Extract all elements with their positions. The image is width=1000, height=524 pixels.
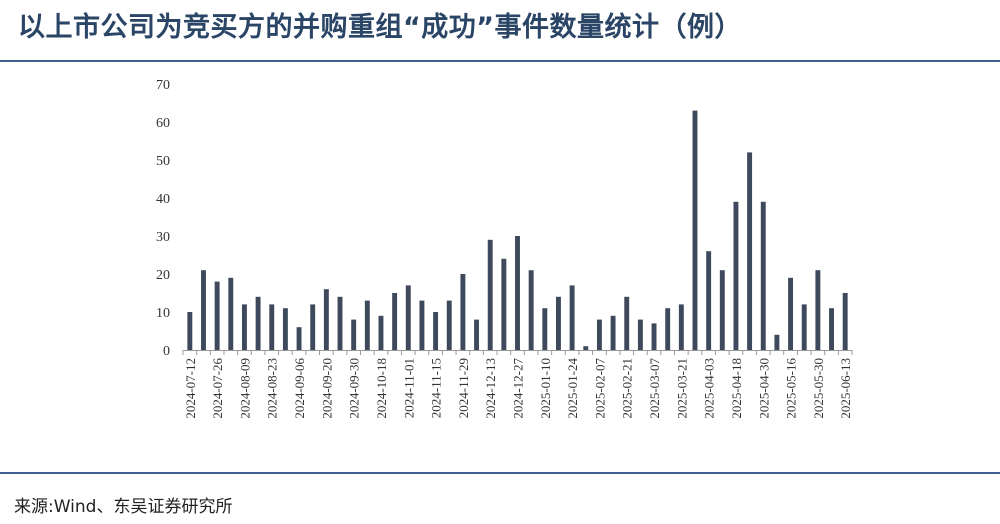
y-tick-label: 50 — [156, 154, 170, 169]
bars — [187, 110, 848, 350]
x-tick-label: 2024-10-18 — [374, 358, 389, 419]
bar — [228, 277, 234, 350]
x-tick-label: 2025-04-03 — [702, 358, 717, 419]
bar — [419, 300, 425, 350]
bar — [310, 304, 316, 350]
bar — [241, 304, 247, 350]
bar — [201, 270, 206, 350]
x-tick-label: 2025-03-07 — [647, 358, 662, 419]
x-tick-label: 2025-06-13 — [838, 358, 853, 419]
bar — [678, 304, 684, 350]
bar — [760, 201, 766, 350]
y-tick-label: 30 — [156, 230, 170, 245]
x-tick-label: 2024-08-09 — [237, 358, 252, 419]
bar — [378, 315, 384, 350]
bar — [801, 304, 807, 350]
bar — [255, 296, 261, 350]
x-tick-label: 2025-01-10 — [538, 358, 553, 419]
bar — [364, 300, 370, 350]
bar — [583, 346, 589, 350]
x-tick-label: 2025-03-21 — [674, 358, 689, 419]
x-tick-label: 2024-07-12 — [183, 358, 198, 419]
bar — [528, 270, 534, 350]
bar — [351, 319, 357, 350]
bar — [829, 308, 834, 350]
x-tick-label: 2024-11-15 — [429, 358, 444, 418]
bar — [433, 312, 439, 350]
x-axis: 2024-07-12 2024-07-26 2024-08-09 2024-08-23… — [182, 350, 853, 419]
x-tick-label: 2025-04-30 — [756, 358, 771, 419]
bar — [569, 285, 575, 350]
y-tick-label: 40 — [156, 192, 170, 207]
bar — [624, 296, 630, 350]
chart-title: 以上市公司为竞买方的并购重组“成功”事件数量统计（例） — [18, 12, 742, 43]
bar — [282, 308, 288, 350]
x-tick-label: 2024-08-23 — [265, 358, 280, 419]
bar — [446, 300, 452, 350]
top-divider — [0, 60, 1000, 62]
bar — [323, 289, 329, 350]
bar — [637, 319, 643, 350]
bar — [269, 304, 275, 350]
x-tick-label: 2025-05-16 — [784, 358, 799, 419]
x-tick-label: 2024-12-13 — [483, 358, 498, 419]
bar — [515, 236, 520, 350]
bar — [296, 327, 302, 350]
x-tick-label: 2025-02-21 — [620, 358, 635, 419]
x-tick-label: 2024-12-27 — [511, 358, 526, 419]
bar — [747, 152, 753, 350]
bar — [815, 270, 821, 350]
y-axis: 0 10 20 30 40 50 60 70 — [156, 78, 170, 359]
bar — [501, 258, 507, 350]
y-tick-label: 60 — [156, 116, 170, 131]
bar — [692, 110, 698, 350]
x-tick-label: 2024-07-26 — [210, 358, 225, 419]
bar — [774, 334, 780, 350]
bar — [405, 285, 411, 350]
bar — [337, 296, 343, 350]
source-note: 来源:Wind、东吴证券研究所 — [14, 497, 233, 517]
x-tick-label: 2024-09-30 — [347, 358, 362, 419]
bar — [842, 293, 848, 350]
x-tick-label: 2024-09-20 — [319, 358, 334, 419]
bar — [596, 319, 602, 350]
bar — [665, 308, 671, 350]
x-tick-label: 2024-11-01 — [401, 358, 416, 418]
bar — [214, 281, 220, 350]
x-tick-label: 2025-04-18 — [729, 358, 744, 419]
bottom-divider — [0, 472, 1000, 474]
x-tick-label: 2024-09-06 — [292, 358, 307, 419]
bar — [487, 239, 493, 350]
y-tick-label: 20 — [156, 268, 170, 283]
bar — [187, 312, 193, 350]
bar — [733, 201, 739, 350]
x-tick-label: 2025-01-24 — [565, 358, 580, 419]
x-tick-label: 2024-11-29 — [456, 358, 471, 418]
bar — [392, 293, 398, 350]
bar — [788, 277, 794, 350]
bar — [460, 274, 466, 350]
y-tick-label: 0 — [163, 344, 170, 359]
bar — [706, 251, 712, 350]
bar — [651, 323, 657, 350]
bar — [474, 319, 479, 350]
x-tick-label: 2025-02-07 — [592, 358, 607, 419]
x-tick-label: 2025-05-30 — [811, 358, 826, 419]
bar — [556, 296, 561, 350]
bar — [610, 315, 616, 350]
bar — [719, 270, 725, 350]
bar — [542, 308, 548, 350]
y-tick-label: 10 — [156, 306, 170, 321]
y-tick-label: 70 — [156, 78, 170, 93]
